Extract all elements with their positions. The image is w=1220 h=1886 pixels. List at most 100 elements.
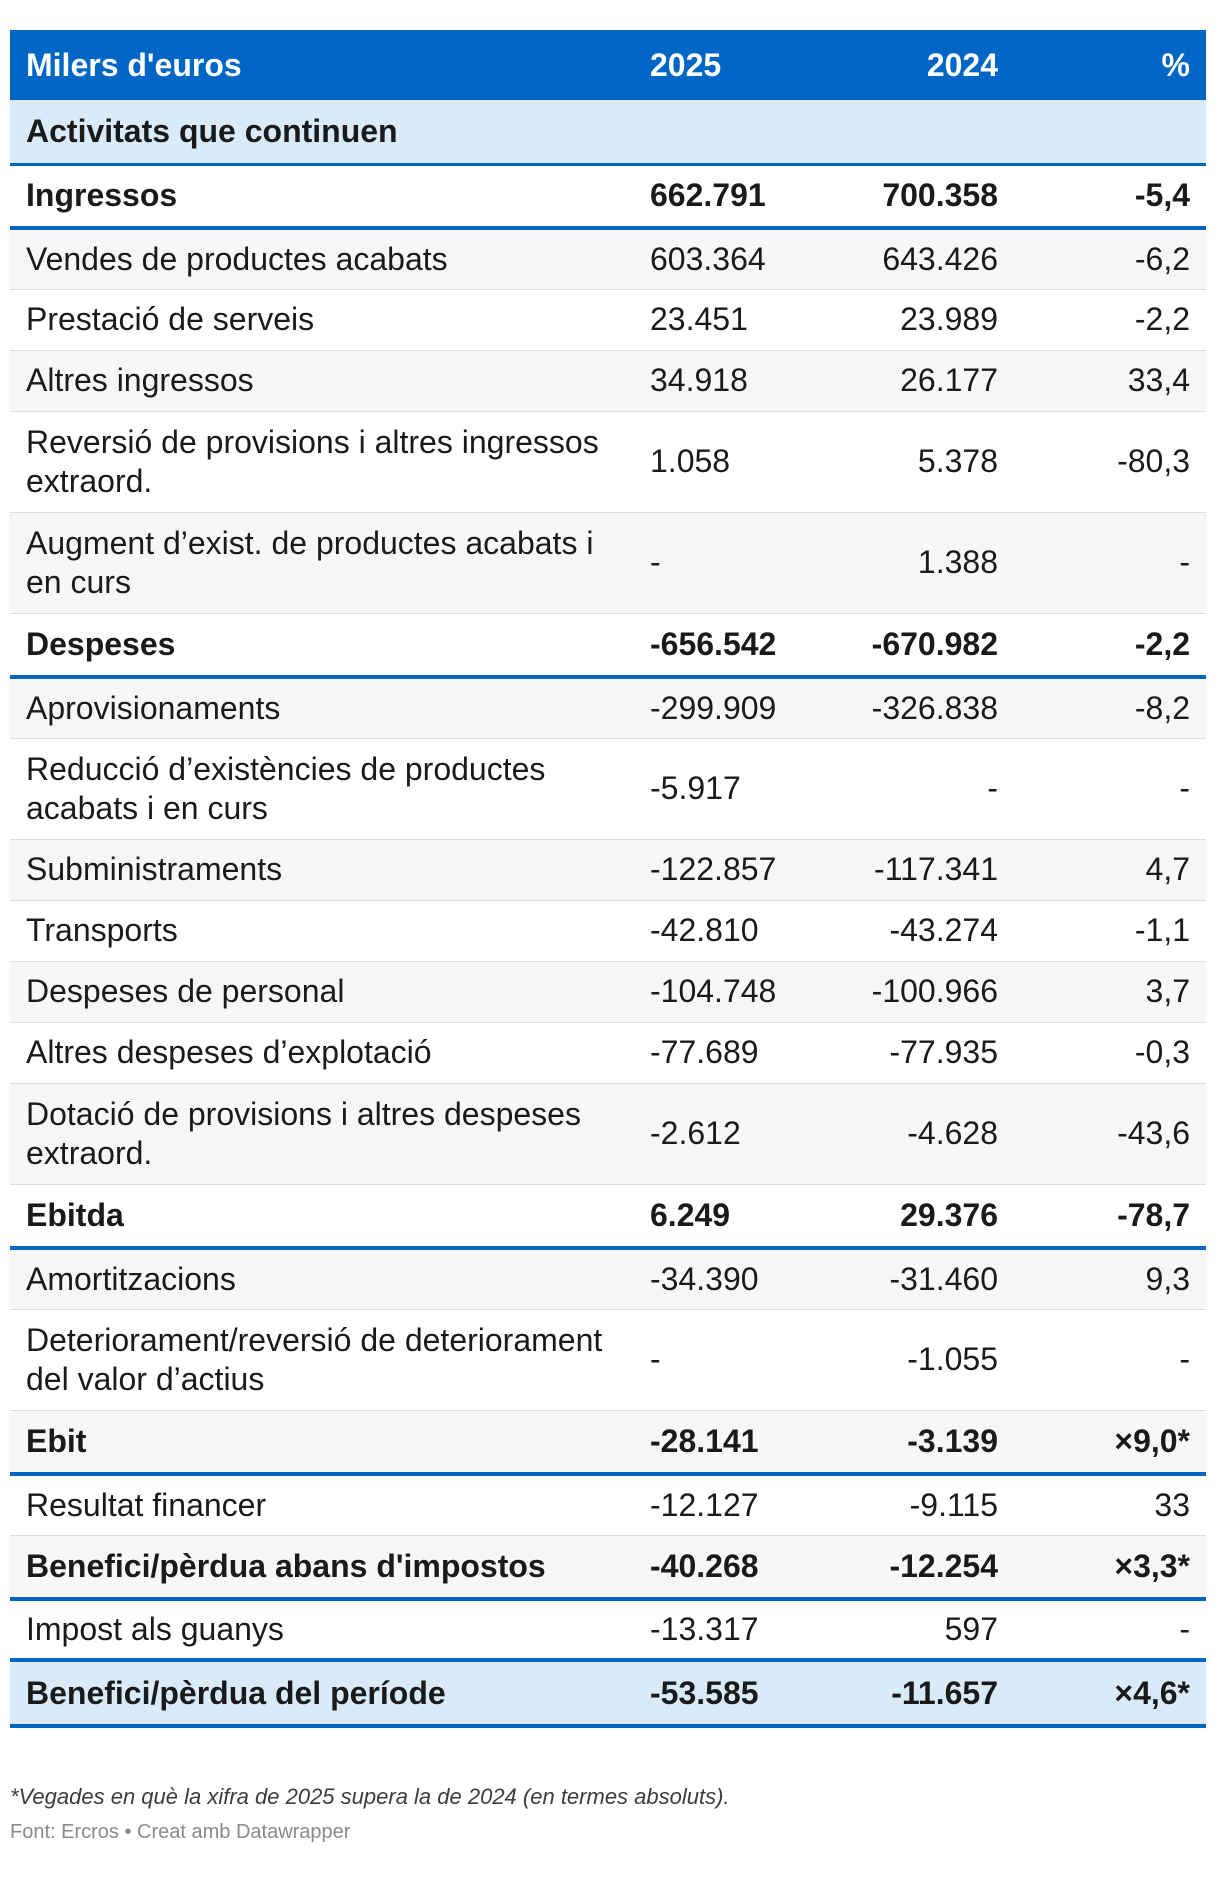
row-value-2025: -53.585	[634, 1658, 804, 1728]
row-value-2025: -	[634, 512, 804, 614]
source-credit: Font: Ercros • Creat amb Datawrapper	[10, 1821, 351, 1843]
row-value-percent: -80,3	[1022, 411, 1206, 513]
row-label: Ingressos	[10, 164, 634, 230]
table-row: Ebit -28.141 -3.139 ×9,0*	[10, 1410, 1206, 1476]
table-row: Augment d’exist. de productes acabats i …	[10, 512, 1206, 614]
row-label: Subministraments	[10, 839, 634, 901]
row-value-percent: -6,2	[1022, 228, 1206, 290]
row-label: Ebitda	[10, 1184, 634, 1250]
row-label: Vendes de productes acabats	[10, 228, 634, 290]
table-row: Benefici/pèrdua abans d'impostos -40.268-…	[10, 1535, 1206, 1601]
row-value-2025: -656.542	[634, 613, 804, 679]
row-value-2024: -11.657	[804, 1658, 1022, 1728]
row-value-2025: -77.689	[634, 1022, 804, 1084]
row-value-2024: -12.254	[804, 1535, 1022, 1601]
row-value-2024: -	[804, 738, 1022, 840]
header-2024: 2024	[804, 30, 1022, 100]
table-row: Resultat financer -12.127 -9.115 33	[10, 1474, 1206, 1536]
row-label: Altres despeses d’explotació	[10, 1022, 634, 1084]
row-label: Despeses	[10, 613, 634, 679]
row-value-percent: -2,2	[1022, 613, 1206, 679]
row-value-2025: 1.058	[634, 411, 804, 513]
row-value-2024: -9.115	[804, 1474, 1022, 1536]
table-row: Transports -42.810 -43.274 -1,1	[10, 900, 1206, 962]
table-row: Benefici/pèrdua del període -53.585 -11.65…	[10, 1658, 1206, 1728]
row-value-percent: 9,3	[1022, 1248, 1206, 1310]
row-value-2025: 6.249	[634, 1184, 804, 1250]
row-value-2024: -1.055	[804, 1309, 1022, 1411]
row-label: Dotació de provisions i altres despeses …	[10, 1083, 634, 1185]
row-label: Benefici/pèrdua abans d'impostos	[10, 1535, 634, 1601]
row-value-2024: -100.966	[804, 961, 1022, 1023]
row-value-percent: -8,2	[1022, 677, 1206, 739]
row-value-2025: -104.748	[634, 961, 804, 1023]
header-label: Milers d'euros	[10, 30, 634, 100]
table-row: Ebitda 6.249 29.376 -78,7	[10, 1184, 1206, 1250]
row-value-2024: 5.378	[804, 411, 1022, 513]
table-row: Amortitzacions -34.390 -31.460 9,3	[10, 1248, 1206, 1310]
table-row: Subministraments -122.857 -117.341 4,7	[10, 839, 1206, 901]
row-value-2025: 23.451	[634, 289, 804, 351]
row-value-percent: ×9,0*	[1022, 1410, 1206, 1476]
row-value-2025: -34.390	[634, 1248, 804, 1310]
row-value-2025: 34.918	[634, 350, 804, 412]
table-row: Ingressos 662.791 700.358 -5,4	[10, 164, 1206, 230]
row-value-2025: -12.127	[634, 1474, 804, 1536]
row-value-2024: 23.989	[804, 289, 1022, 351]
income-statement-table-wrapper: Milers d'euros 2025 2024 % Activitats qu…	[10, 30, 1206, 1728]
row-label: Ebit	[10, 1410, 634, 1476]
table-row: Aprovisionaments -299.909 -326.838 -8,2	[10, 677, 1206, 739]
row-value-percent: -78,7	[1022, 1184, 1206, 1250]
row-label: Resultat financer	[10, 1474, 634, 1536]
row-label: Transports	[10, 900, 634, 962]
section-title: Activitats que continuen	[10, 100, 1206, 166]
row-value-2025: -13.317	[634, 1599, 804, 1661]
income-statement-table: Milers d'euros 2025 2024 % Activitats qu…	[10, 30, 1206, 1728]
row-value-2025: -	[634, 1309, 804, 1411]
row-value-2024: -4.628	[804, 1083, 1022, 1185]
row-value-percent: 33,4	[1022, 350, 1206, 412]
table-row: Impost als guanys -13.317 597-	[10, 1599, 1206, 1661]
row-label: Prestació de serveis	[10, 289, 634, 351]
table-row: Vendes de productes acabats 603.364 643.42…	[10, 228, 1206, 290]
table-header-row: Milers d'euros 2025 2024 %	[10, 30, 1206, 100]
row-label: Reversió de provisions i altres ingresso…	[10, 411, 634, 513]
header-percent: %	[1022, 30, 1206, 100]
table-body: Activitats que continuen Ingressos 662.79…	[10, 100, 1206, 1728]
row-label: Benefici/pèrdua del període	[10, 1658, 634, 1728]
row-value-2024: 1.388	[804, 512, 1022, 614]
row-value-2024: 26.177	[804, 350, 1022, 412]
table-row: Prestació de serveis 23.451 23.989 -2,2	[10, 289, 1206, 351]
row-value-2024: 643.426	[804, 228, 1022, 290]
row-label: Altres ingressos	[10, 350, 634, 412]
row-value-percent: -	[1022, 1309, 1206, 1411]
row-value-2025: 662.791	[634, 164, 804, 230]
row-value-percent: -	[1022, 512, 1206, 614]
table-row: Despeses -656.542 -670.982 -2,2	[10, 613, 1206, 679]
row-value-percent: -	[1022, 738, 1206, 840]
row-value-percent: 4,7	[1022, 839, 1206, 901]
row-value-percent: ×3,3*	[1022, 1535, 1206, 1601]
row-value-2024: 29.376	[804, 1184, 1022, 1250]
row-label: Aprovisionaments	[10, 677, 634, 739]
footnote: *Vegades en què la xifra de 2025 supera …	[10, 1784, 730, 1809]
row-label: Augment d’exist. de productes acabats i …	[10, 512, 634, 614]
row-value-2024: -326.838	[804, 677, 1022, 739]
section-row: Activitats que continuen	[10, 100, 1206, 166]
row-value-percent: -2,2	[1022, 289, 1206, 351]
row-value-percent: -	[1022, 1599, 1206, 1661]
row-value-2024: -43.274	[804, 900, 1022, 962]
row-label: Amortitzacions	[10, 1248, 634, 1310]
row-value-2025: -122.857	[634, 839, 804, 901]
row-value-percent: -43,6	[1022, 1083, 1206, 1185]
table-row: Despeses de personal -104.748 -100.966 3,7	[10, 961, 1206, 1023]
row-value-percent: ×4,6*	[1022, 1658, 1206, 1728]
table-row: Dotació de provisions i altres despeses …	[10, 1083, 1206, 1185]
row-value-percent: -5,4	[1022, 164, 1206, 230]
row-value-2025: -40.268	[634, 1535, 804, 1601]
row-value-2024: -77.935	[804, 1022, 1022, 1084]
table-notes: *Vegades en què la xifra de 2025 supera …	[10, 1782, 1206, 1846]
row-value-2024: 597	[804, 1599, 1022, 1661]
table-row: Reversió de provisions i altres ingresso…	[10, 411, 1206, 513]
row-value-2024: -31.460	[804, 1248, 1022, 1310]
